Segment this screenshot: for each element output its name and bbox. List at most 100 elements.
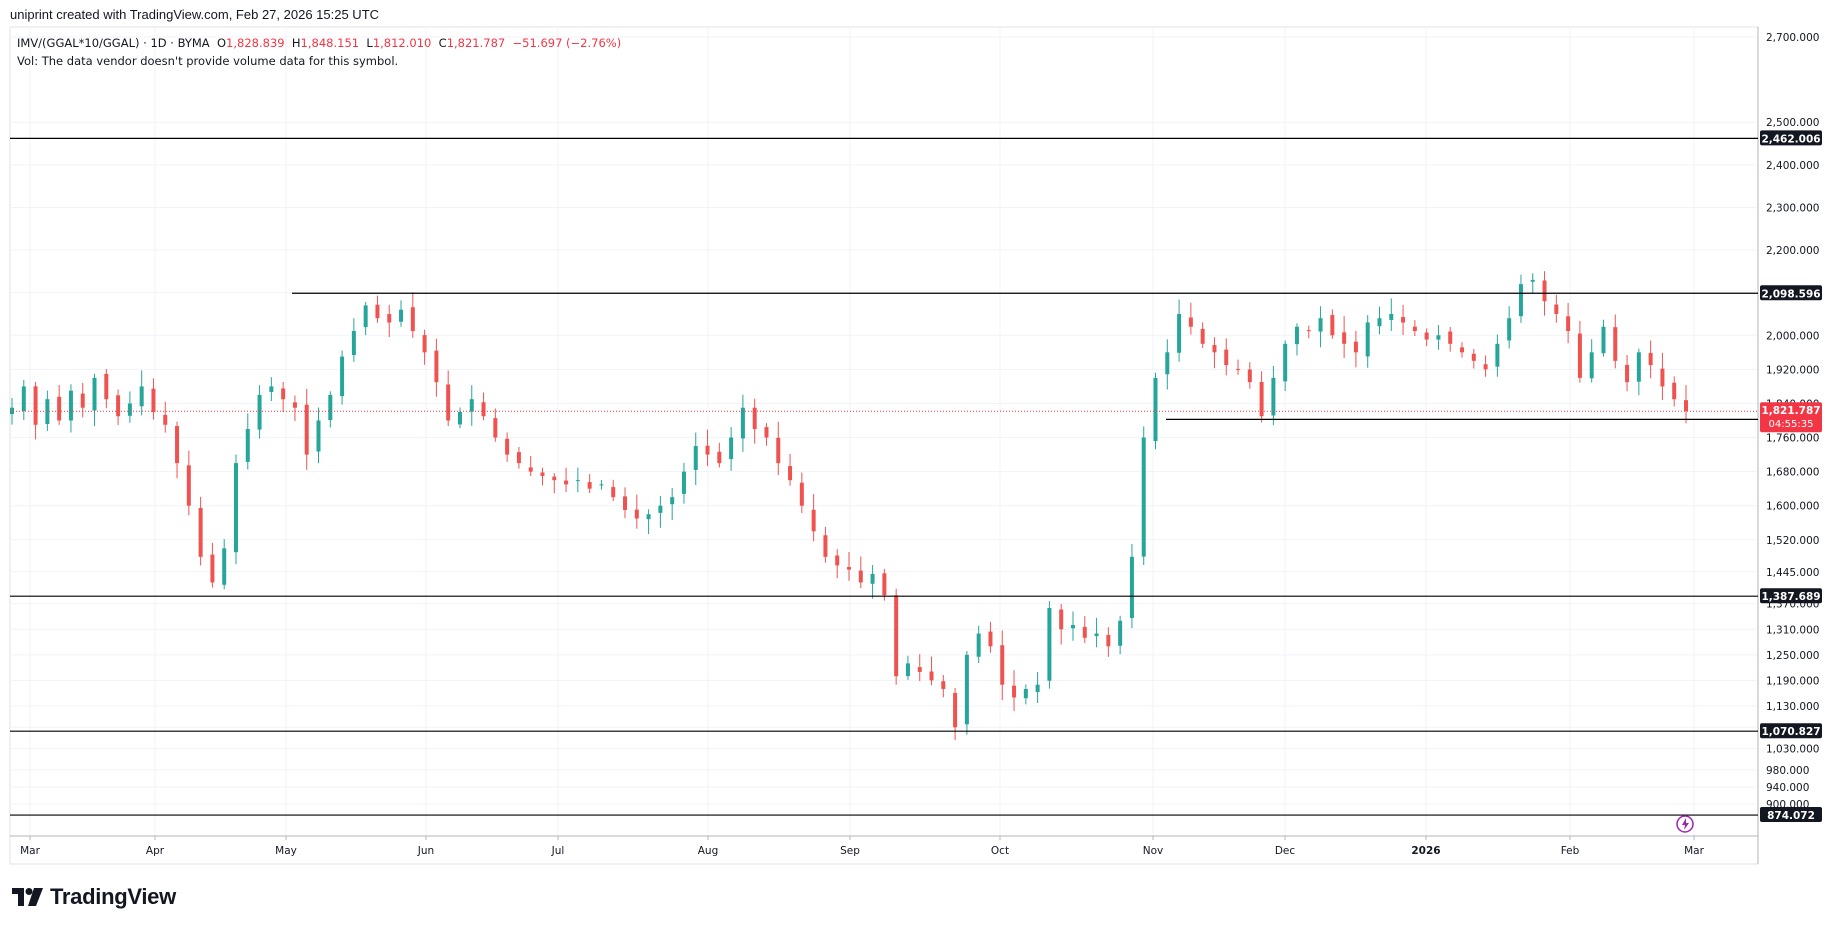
candle-body xyxy=(363,305,368,328)
x-tick-label: Dec xyxy=(1275,845,1296,857)
y-tick-label: 2,300.000 xyxy=(1766,202,1819,214)
y-tick-label: 2,400.000 xyxy=(1766,160,1819,172)
candle-body xyxy=(210,554,215,583)
candle-body xyxy=(1106,634,1111,647)
candle-body xyxy=(1047,607,1052,681)
candle-body xyxy=(717,451,722,464)
x-tick-label: Aug xyxy=(698,845,719,857)
candle-body xyxy=(1012,685,1017,698)
candle-body xyxy=(988,631,993,647)
x-tick-label: Jul xyxy=(551,845,565,857)
candle-body xyxy=(1165,352,1170,375)
candle-body xyxy=(457,411,462,425)
tradingview-logo[interactable]: TradingView xyxy=(12,884,176,910)
candle-body xyxy=(222,548,227,585)
candle-body xyxy=(1530,279,1535,282)
candle-body xyxy=(186,465,191,506)
candle-body xyxy=(681,471,686,494)
level-price-label: 2,462.006 xyxy=(1761,133,1820,145)
candle-body xyxy=(175,426,180,464)
plot-frame xyxy=(9,26,1759,865)
candle-body xyxy=(540,472,545,476)
candle-body xyxy=(1471,353,1476,361)
candle-body xyxy=(139,386,144,407)
candle-body xyxy=(1577,333,1582,378)
candle-body xyxy=(493,418,498,438)
candle-body xyxy=(1294,326,1299,345)
candle-body xyxy=(1000,645,1005,685)
y-tick-label: 1,130.000 xyxy=(1766,701,1819,713)
candle-body xyxy=(21,386,26,411)
candle-body xyxy=(68,390,73,421)
candle-body xyxy=(599,484,604,486)
legend-change: −51.697 (−2.76%) xyxy=(512,36,622,50)
candle-body xyxy=(634,509,639,519)
candle-body xyxy=(245,429,250,462)
candle-body xyxy=(387,314,392,323)
y-tick-label: 1,190.000 xyxy=(1766,675,1819,687)
candle-body xyxy=(587,482,592,489)
candle-body xyxy=(740,407,745,439)
candle-body xyxy=(705,445,710,455)
level-price-label: 2,098.596 xyxy=(1761,288,1820,300)
y-tick-label: 2,500.000 xyxy=(1766,117,1819,129)
candle-body xyxy=(905,663,910,677)
x-tick-label: Mar xyxy=(1684,845,1704,857)
candle-body xyxy=(1460,347,1465,353)
candle-body xyxy=(1483,364,1488,370)
legend-open-value: 1,828.839 xyxy=(226,36,285,50)
candle-body xyxy=(269,386,274,393)
x-tick-label: Jun xyxy=(417,845,434,857)
candle-body xyxy=(328,394,333,421)
candle-body xyxy=(292,402,297,408)
price-chart[interactable]: 2,700.000 2,500.000 2,400.000 2,300.000 2,20… xyxy=(0,0,1835,880)
level-price-label: 1,387.689 xyxy=(1761,591,1820,603)
candle-body xyxy=(1613,327,1618,361)
candle-body xyxy=(1259,381,1264,417)
candle-body xyxy=(1672,382,1677,400)
y-tick-label: 1,920.000 xyxy=(1766,364,1819,376)
candle-body xyxy=(1495,343,1500,367)
candle-body xyxy=(776,437,781,464)
candle-body xyxy=(929,671,934,681)
tradingview-logo-icon xyxy=(12,888,43,906)
x-tick-label: 2026 xyxy=(1411,845,1440,857)
candle-body xyxy=(281,388,286,400)
candle-body xyxy=(10,407,14,415)
x-tick-label: Sep xyxy=(840,845,860,857)
candle-body xyxy=(233,463,238,553)
candle-body xyxy=(658,505,663,513)
candle-body xyxy=(505,438,510,455)
candle-body xyxy=(434,350,439,383)
candle-body xyxy=(693,446,698,470)
candle-body xyxy=(894,595,899,677)
candle-body xyxy=(1224,349,1229,366)
candle-body xyxy=(670,497,675,505)
alert-lightning-icon[interactable] xyxy=(1676,815,1694,833)
y-tick-label: 1,760.000 xyxy=(1766,433,1819,445)
candle-body xyxy=(151,388,156,412)
level-price-tag xyxy=(1760,130,1822,146)
y-tick-label: 1,600.000 xyxy=(1766,501,1819,513)
candle-body xyxy=(870,573,875,584)
candle-body xyxy=(788,466,793,481)
x-tick-label: Nov xyxy=(1143,845,1164,857)
legend-symbol[interactable]: IMV/(GGAL*10/GGAL) · 1D · BYMA xyxy=(17,36,210,50)
x-tick-label: Apr xyxy=(146,845,165,857)
candle-body xyxy=(1389,313,1394,320)
candle-body xyxy=(1424,332,1429,340)
x-tick-label: Mar xyxy=(20,845,40,857)
candle-body xyxy=(198,507,203,557)
candle-body xyxy=(882,573,887,596)
chart-legend: IMV/(GGAL*10/GGAL) · 1D · BYMA O1,828.83… xyxy=(17,34,621,70)
x-tick-label: Oct xyxy=(991,845,1009,857)
candle-body xyxy=(1625,364,1630,383)
candle-body xyxy=(1247,369,1252,383)
candle-body xyxy=(1684,400,1688,412)
candle-body xyxy=(858,570,863,583)
candle-body xyxy=(976,633,981,657)
candle-body xyxy=(1188,317,1193,327)
candle-body xyxy=(446,384,451,421)
y-tick-label: 980.000 xyxy=(1766,765,1809,777)
candle-body xyxy=(127,403,132,416)
